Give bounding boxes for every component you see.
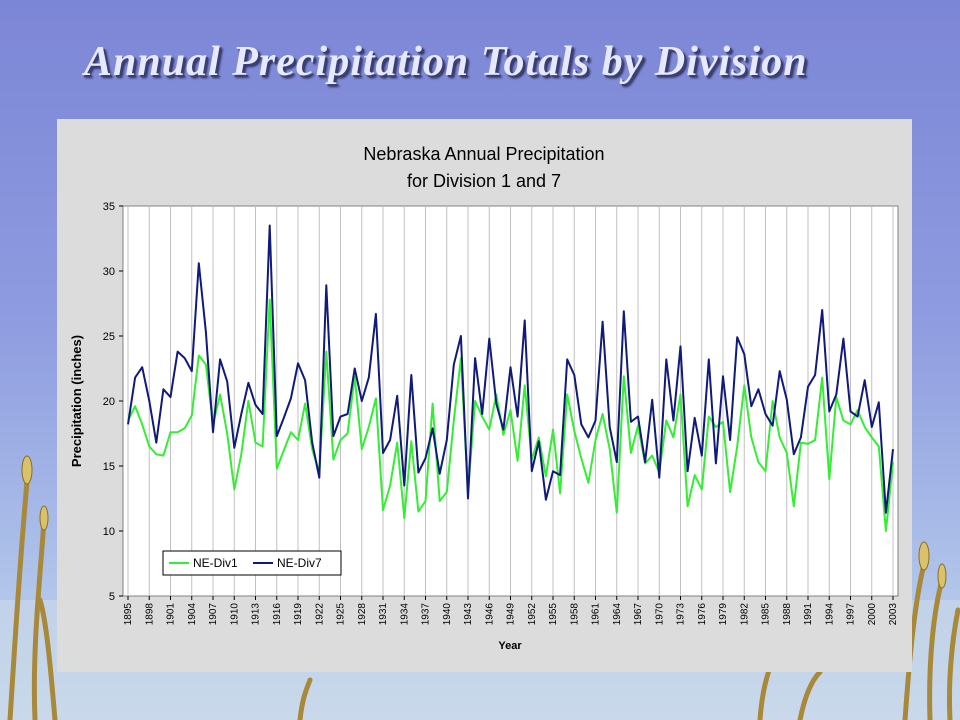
- x-tick-label: 1946: [484, 603, 495, 626]
- x-tick-label: 1934: [399, 603, 410, 626]
- x-tick-label: 1961: [591, 603, 602, 626]
- x-tick-label: 1967: [633, 603, 644, 626]
- x-tick-label: 1973: [676, 603, 687, 626]
- y-tick-label: 35: [103, 201, 115, 213]
- x-tick-label: 1925: [336, 603, 347, 626]
- slide-title: Annual Precipitation Totals by Division: [84, 39, 808, 85]
- y-tick-label: 5: [109, 591, 115, 603]
- x-tick-label: 1916: [272, 603, 283, 626]
- series-line-ne-div1: [127, 298, 894, 532]
- x-tick-label: 1937: [421, 603, 432, 626]
- series-line-ne-div7: [127, 224, 894, 514]
- x-tick-label: 1964: [612, 603, 623, 626]
- y-axis: 5 10 15 20 25 30 35: [103, 201, 123, 603]
- x-tick-label: 1958: [569, 603, 580, 626]
- x-tick-label: 1997: [846, 603, 857, 626]
- series-lines: [127, 224, 894, 532]
- y-tick-label: 10: [103, 526, 115, 538]
- x-tick-label: 1955: [548, 603, 559, 626]
- x-tick-label: 1898: [144, 603, 155, 626]
- x-tick-label: 1922: [314, 603, 325, 626]
- x-tick-label: 1919: [293, 603, 304, 626]
- x-tick-label: 1910: [229, 603, 240, 626]
- x-tick-label: 1901: [166, 603, 177, 626]
- y-axis-label: Precipitation (inches): [69, 335, 84, 467]
- x-tick-label: 1940: [442, 603, 453, 626]
- x-tick-label: 1988: [782, 603, 793, 626]
- x-tick-label: 1994: [824, 603, 835, 626]
- x-tick-label: 2003: [888, 603, 899, 626]
- x-tick-label: 1913: [251, 603, 262, 626]
- chart-title-line-1: Nebraska Annual Precipitation: [363, 144, 604, 164]
- legend-box: [162, 550, 342, 576]
- legend: NE-Div1 NE-Div7: [162, 550, 342, 576]
- legend-label-ne-div1: NE-Div1: [193, 556, 238, 570]
- legend-label-ne-div7: NE-Div7: [277, 556, 322, 570]
- x-axis-label: Year: [498, 640, 522, 652]
- x-tick-label: 1979: [718, 603, 729, 626]
- x-tick-label: 1931: [378, 603, 389, 626]
- precipitation-line-chart: Nebraska Annual Precipitation for Divisi…: [69, 144, 899, 652]
- x-tick-label: 1949: [506, 603, 517, 626]
- chart-title-line-2: for Division 1 and 7: [407, 171, 561, 191]
- x-tick-label: 1904: [187, 603, 198, 626]
- chart-panel: Nebraska Annual Precipitation for Divisi…: [57, 119, 912, 672]
- x-tick-label: 1907: [208, 603, 219, 626]
- x-tick-label: 1982: [739, 603, 750, 626]
- y-tick-label: 30: [103, 266, 115, 278]
- x-tick-label: 1991: [803, 603, 814, 626]
- x-tick-label: 1976: [697, 603, 708, 626]
- y-tick-label: 20: [103, 396, 115, 408]
- x-tick-label: 1952: [527, 603, 538, 626]
- x-tick-label: 1943: [463, 603, 474, 626]
- x-axis: 1895 1898 1901 1904 1907 1910 1913 1916 1919 1922…: [123, 596, 899, 625]
- x-tick-label: 1985: [761, 603, 772, 626]
- x-tick-label: 1928: [357, 603, 368, 626]
- x-tick-label: 1970: [654, 603, 665, 626]
- grid-lines: [127, 206, 894, 596]
- y-tick-label: 25: [103, 331, 115, 343]
- x-tick-label: 1895: [123, 603, 134, 626]
- x-tick-label: 2000: [867, 603, 878, 626]
- y-tick-label: 15: [103, 461, 115, 473]
